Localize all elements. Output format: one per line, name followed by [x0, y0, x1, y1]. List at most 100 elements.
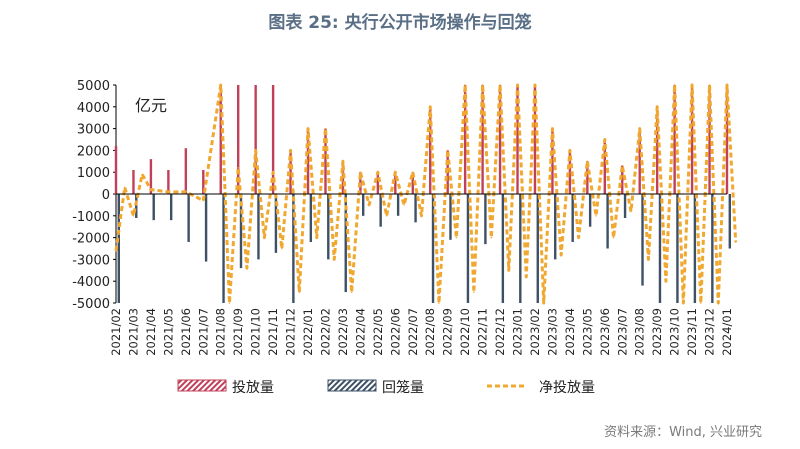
withdrawal-bar — [623, 194, 627, 218]
net-injection-point — [429, 106, 432, 108]
withdrawal-bar — [117, 194, 120, 303]
x-tick-label: 2021/04 — [144, 308, 158, 356]
injection-bar — [533, 85, 537, 194]
net-injection-point — [534, 84, 536, 86]
net-injection-point — [525, 276, 528, 278]
net-injection-point — [630, 210, 632, 213]
x-tick-label: 2022/12 — [493, 308, 507, 356]
withdrawal-bar — [327, 194, 330, 260]
net-injection-point — [516, 84, 519, 86]
x-tick-label: 2021/06 — [179, 308, 193, 356]
x-tick-label: 2022/01 — [301, 308, 315, 356]
withdrawal-bar — [519, 194, 522, 303]
net-injection-point — [263, 236, 266, 239]
withdrawal-bar — [187, 194, 190, 242]
x-tick-label: 2021/03 — [126, 308, 140, 356]
x-tick-label: 2023/10 — [668, 308, 682, 356]
injection-bar — [586, 161, 589, 194]
net-injection-point — [342, 160, 344, 163]
withdrawal-bar — [222, 194, 225, 303]
injection-bar — [498, 85, 502, 194]
withdrawal-bar — [641, 194, 644, 286]
net-injection-point — [586, 160, 589, 163]
x-tick-label: 2023/06 — [598, 308, 612, 356]
net-injection-point — [542, 302, 545, 304]
unit-label: 亿元 — [135, 96, 167, 115]
withdrawal-bar — [711, 194, 714, 303]
x-tick-label: 2021/02 — [109, 308, 123, 356]
injection-bar — [725, 85, 729, 194]
withdrawal-bar — [501, 194, 505, 303]
injection-bar — [324, 128, 327, 194]
net-injection-point — [481, 84, 484, 86]
net-injection-point — [682, 302, 685, 304]
x-tick-label: 2023/03 — [545, 308, 559, 356]
withdrawal-bar — [728, 194, 731, 249]
net-injection-point — [141, 173, 143, 176]
net-injection-path — [114, 83, 738, 305]
x-tick-label: 2022/03 — [336, 308, 350, 356]
x-tick-label: 2022/06 — [388, 308, 402, 356]
y-tick-label: 3000 — [77, 123, 110, 138]
withdrawal-bar — [135, 194, 138, 218]
legend-swatch-injection — [177, 379, 227, 392]
net-injection-point — [734, 241, 737, 243]
y-tick-label: 4000 — [77, 101, 110, 116]
net-injection-point — [446, 149, 449, 152]
injection-bar — [149, 159, 153, 194]
legend-label: 投放量 — [232, 380, 274, 396]
withdrawal-bar — [344, 194, 347, 293]
x-tick-label: 2023/09 — [650, 308, 664, 356]
injection-bar — [638, 128, 641, 194]
net-injection-point — [647, 258, 650, 261]
withdrawal-bar — [292, 194, 295, 303]
net-injection-point — [185, 191, 187, 193]
withdrawal-bar — [676, 194, 679, 303]
net-injection-point — [254, 149, 257, 152]
injection-bar — [621, 165, 624, 194]
net-injection-point — [638, 127, 641, 130]
x-tick-label: 2022/02 — [318, 308, 332, 356]
net-injection-point — [691, 84, 693, 86]
y-tick-label: -2000 — [72, 232, 110, 247]
net-injection-point — [246, 267, 248, 269]
injection-bar — [219, 85, 222, 194]
legend-label: 净投放量 — [539, 380, 595, 396]
x-tick-label: 2021/11 — [266, 308, 280, 356]
net-injection-point — [132, 215, 135, 217]
injection-bar — [254, 85, 257, 194]
chart-legend: 投放量 回笼量 净投放量 — [177, 379, 595, 396]
legend-swatch-withdrawal — [327, 379, 377, 392]
y-tick-label: 0 — [102, 188, 110, 203]
injection-bar — [411, 172, 414, 194]
withdrawal-bar — [362, 194, 365, 216]
net-injection-point — [385, 215, 388, 217]
net-injection-point — [377, 171, 379, 173]
net-injection-point — [551, 127, 554, 130]
x-tick-label: 2023/02 — [528, 308, 542, 356]
injection-bar — [690, 85, 694, 194]
net-injection-point — [420, 215, 423, 217]
withdrawal-bar — [239, 194, 243, 269]
y-tick-label: 1000 — [77, 166, 110, 181]
net-injection-point — [394, 171, 397, 173]
injection-bar — [655, 106, 659, 194]
legend-label: 回笼量 — [382, 379, 424, 396]
injection-bar — [516, 85, 519, 194]
x-tick-label: 2022/10 — [458, 308, 472, 356]
withdrawal-bar — [606, 194, 609, 249]
injection-bar — [132, 170, 135, 194]
net-injection-point — [403, 204, 405, 206]
withdrawal-bar — [466, 194, 470, 303]
net-injection-point — [438, 302, 440, 304]
net-injection-point — [167, 191, 170, 193]
x-tick-label: 2021/09 — [231, 308, 245, 356]
withdrawal-bar — [693, 194, 697, 303]
net-injection-point — [656, 106, 658, 108]
withdrawal-bar — [152, 194, 155, 221]
x-tick-label: 2022/08 — [423, 308, 437, 356]
net-injection-point — [272, 171, 274, 173]
injection-bar — [202, 170, 205, 194]
x-tick-label: 2023/08 — [633, 308, 647, 356]
injection-bar — [167, 170, 170, 194]
